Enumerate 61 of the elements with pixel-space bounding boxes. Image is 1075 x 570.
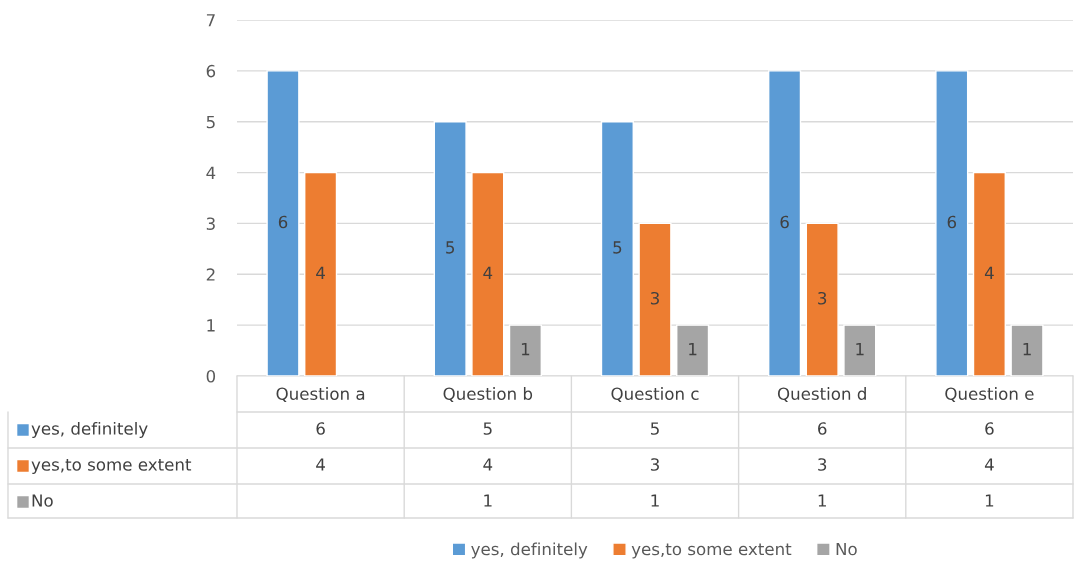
bar	[935, 70, 969, 376]
text: 4	[316, 458, 325, 471]
data-label: 1	[856, 343, 864, 356]
x-tick-label: Question d	[777, 387, 866, 402]
text: 3	[818, 458, 827, 471]
y-tick-label: 0	[206, 369, 216, 383]
text: 1	[484, 494, 492, 507]
bar	[508, 324, 542, 376]
data-label: 4	[316, 266, 325, 279]
data-label: 1	[521, 343, 530, 356]
bar	[768, 70, 802, 376]
text: 6	[985, 422, 994, 435]
x-tick-label: Question c	[611, 387, 699, 402]
legend-label: yes,to some extent	[31, 458, 192, 475]
data-label: 3	[818, 291, 827, 305]
text: 5	[483, 422, 492, 435]
legend-label: yes, definitely	[31, 421, 148, 439]
y-tick-label: 1	[207, 319, 215, 332]
y-tick-label: 4	[206, 166, 216, 179]
text: yes, definitely	[471, 542, 588, 559]
y-tick-label: 3	[206, 217, 215, 230]
data-label: 6	[278, 215, 288, 229]
data-label: 6	[780, 215, 789, 229]
y-tick-label: 6	[206, 64, 216, 78]
text: 4	[984, 458, 994, 471]
data-label: 6	[947, 215, 957, 229]
y-tick-label: 7	[206, 14, 215, 27]
text: No	[32, 494, 53, 507]
text: 6	[316, 422, 325, 435]
data-label: 5	[613, 241, 622, 254]
text: yes,to some extent	[631, 543, 792, 559]
bar	[433, 121, 467, 376]
legend-label: No	[836, 542, 857, 556]
data-label: 1	[1023, 343, 1031, 356]
text: 5	[650, 422, 659, 435]
text: 6	[818, 422, 827, 435]
bar	[1010, 324, 1044, 376]
bar	[676, 324, 710, 376]
bar	[638, 222, 672, 376]
bar	[843, 324, 877, 376]
data-label: 5	[446, 241, 455, 254]
x-tick-label: Question e	[945, 387, 1034, 402]
bar	[266, 70, 300, 376]
text: 1	[985, 494, 994, 507]
bar	[304, 171, 338, 376]
y-tick-label: 5	[206, 115, 215, 129]
bar	[805, 222, 839, 376]
bar	[972, 171, 1006, 376]
text: 1	[818, 494, 826, 507]
x-tick-label: Question b	[443, 387, 533, 402]
text: 3	[650, 458, 659, 471]
data-label: 4	[483, 266, 493, 279]
data-label: 3	[650, 291, 659, 305]
y-tick-label: 2	[206, 268, 215, 281]
data-label: 4	[984, 266, 994, 279]
text: 4	[483, 458, 493, 471]
bar	[471, 171, 505, 376]
x-tick-label: Question a	[276, 387, 365, 402]
bar	[600, 121, 634, 376]
text: 1	[651, 494, 659, 507]
data-label: 1	[689, 343, 697, 356]
